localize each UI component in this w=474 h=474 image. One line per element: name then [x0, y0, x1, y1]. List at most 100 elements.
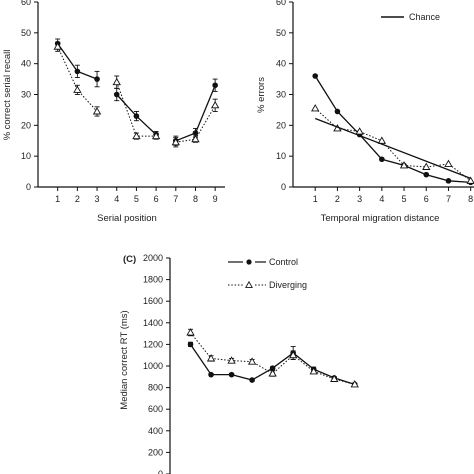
panel-a-x-tick-label: 8	[193, 194, 198, 204]
panel-c-series-diverging-point	[186, 328, 195, 336]
panel-c-series-control-line	[189, 344, 355, 386]
legend-control-marker	[246, 259, 252, 265]
panel-a-series-open-point	[73, 85, 82, 93]
panel-b-y-tick-label: 10	[276, 151, 286, 161]
panel-c-series-control-point	[269, 365, 276, 371]
panel-b-x-tick-label: 5	[402, 194, 407, 204]
panel-b-x-tick-label: 1	[313, 194, 318, 204]
panel-c-series-diverging-point	[206, 354, 216, 362]
panel-a-y-tick-label: 30	[21, 90, 31, 100]
panel-a-series-open-point	[151, 131, 161, 140]
panel-c-series-diverging-point	[309, 367, 318, 375]
legend-control-label: Control	[269, 257, 298, 267]
panel-b-y-tick-label: 0	[281, 182, 286, 192]
panel-c: 0 200 400 600 800 1000 1200 1400 1600 1800 2000	[143, 253, 359, 474]
panel-b-series-filled-line	[314, 75, 471, 184]
panel-b-series-filled-point	[423, 171, 430, 178]
panel-c-y-tick-label: 1400	[143, 318, 163, 328]
panel-b-y-tick-label: 30	[276, 90, 286, 100]
panel-a-series-filled-point	[94, 76, 100, 82]
panel-c-series-control-point	[228, 371, 235, 378]
panel-c-series-diverging-point	[288, 350, 298, 359]
panel-c-y-tick-label: 800	[148, 383, 163, 393]
panel-a-series-filled-point	[192, 130, 199, 136]
panel-a-x-tick-label: 6	[154, 194, 159, 204]
legend-diverging-label: Diverging	[269, 280, 307, 290]
panel-b-series-open-point	[466, 176, 474, 184]
panel-c-y-tick-label: 0	[158, 469, 163, 474]
panel-c-series-diverging-point	[247, 357, 257, 365]
panel-b-series-open-point	[355, 127, 364, 135]
panel-a-series-open-point	[112, 77, 121, 86]
panel-a-y-tick-label: 20	[21, 120, 31, 130]
panel-c-series-control-point	[249, 377, 255, 383]
panel-a-y-tick-label: 10	[21, 151, 31, 161]
panel-c-series-diverging-line	[190, 332, 355, 385]
panel-a-series-open-line	[57, 46, 98, 112]
panel-c-series-control-point	[187, 341, 194, 348]
panel-a-series-filled-point	[74, 68, 81, 75]
panel-c-y-tick-label: 200	[148, 447, 163, 457]
panel-c-y-tick-label: 1800	[143, 275, 163, 285]
panel-a-y-tick-label: 50	[21, 28, 31, 38]
panel-b-series-chance-line	[314, 117, 471, 180]
panel-a-series-open-point	[132, 131, 141, 140]
panel-c-series-diverging-point	[268, 369, 277, 377]
panel-a-series-open-point	[171, 137, 180, 146]
panel-b-series-open-point	[311, 104, 320, 112]
panel-a-x-tick-label: 1	[55, 194, 60, 204]
panel-a-y-tick-label: 0	[26, 182, 31, 192]
panel-a-x-tick-label: 5	[134, 194, 139, 204]
panel-b-y-tick-label: 60	[276, 0, 286, 7]
panel-a-y-tick-label: 60	[21, 0, 31, 7]
panel-a-series-open-point	[191, 134, 200, 143]
panel-b-y-tick-label: 40	[276, 59, 286, 69]
panel-c-y-tick-label: 2000	[143, 253, 163, 263]
panel-b-series-open-point	[377, 136, 387, 144]
panel-a-x-tick-label: 2	[75, 194, 80, 204]
panel-c-series-diverging-point	[330, 374, 339, 382]
panel-a-series-open-point	[53, 42, 62, 50]
panel-a-x-tick-label: 4	[114, 194, 119, 204]
panel-b-x-tick-label: 6	[424, 194, 429, 204]
panel-c-y-tick-label: 400	[148, 426, 163, 436]
panel-c-series-control-point	[208, 371, 214, 378]
panel-a-y-tick-label: 40	[21, 59, 31, 69]
panel-b-x-axis-label: Temporal migration distance	[321, 213, 440, 224]
panel-a-series-filled-point	[133, 113, 140, 119]
panel-b: 0 10 20 30 40 50 60 1 2 3 4 5 6 7 8	[276, 0, 474, 204]
panel-b-x-tick-label: 4	[379, 194, 384, 204]
panel-b-series-open-point	[444, 159, 453, 167]
legend-diverging-marker	[245, 280, 253, 288]
panel-b-y-tick-label: 20	[276, 120, 286, 130]
panel-a-x-tick-label: 9	[213, 194, 218, 204]
panel-b-series-open-point	[422, 162, 431, 170]
panel-b-x-tick-label: 7	[446, 194, 451, 204]
panel-c-series-diverging-point	[227, 356, 236, 364]
panel-a-x-tick-label: 7	[173, 194, 178, 204]
panel-a-y-axis-label: % correct serial recall	[2, 50, 13, 141]
panel-a-series-open-point	[210, 100, 220, 109]
panel-c-legend-control: Control	[228, 257, 298, 267]
panel-b-series-open-point	[399, 161, 409, 169]
panel-b-series-filled-point	[445, 178, 452, 184]
panel-b-series-filled-point	[334, 108, 341, 115]
panel-b-legend-label: Chance	[409, 12, 440, 22]
panel-a-series-open-line	[116, 82, 157, 137]
panel-b-x-tick-label: 8	[468, 194, 473, 204]
panel-c-y-axis-label: Median correct RT (ms)	[119, 310, 130, 409]
panel-b-x-tick-label: 2	[335, 194, 340, 204]
panel-c-y-tick-label: 1200	[143, 339, 163, 349]
panel-a-series-filled-point	[212, 82, 218, 89]
panel-c-legend-diverging: Diverging	[228, 280, 307, 290]
panel-c-y-tick-label: 1600	[143, 296, 163, 306]
panel-a-x-axis-label: Serial position	[97, 213, 157, 224]
panel-a-series-filled-point	[113, 91, 120, 98]
panel-c-series-diverging-point	[350, 380, 359, 388]
panel-b-y-tick-label: 50	[276, 28, 286, 38]
panel-c-y-tick-label: 600	[148, 404, 163, 414]
panel-c-label: (C)	[123, 254, 136, 265]
panel-a: 0 10 20 30 40 50 60 1 2 3 4 5 6 7 8 9	[21, 0, 225, 204]
panel-b-series-filled-point	[379, 156, 385, 163]
